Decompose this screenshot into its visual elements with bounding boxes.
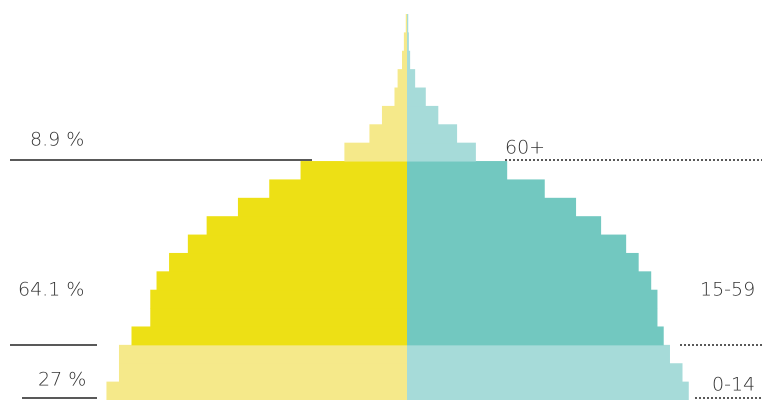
bar-right xyxy=(407,87,426,107)
bar-right xyxy=(407,161,508,180)
bar-left xyxy=(106,381,407,400)
bar-left xyxy=(405,14,407,33)
group-share: 27 % xyxy=(38,369,86,391)
bar-right xyxy=(407,124,458,144)
bar-left xyxy=(118,363,407,383)
bar-left xyxy=(131,326,407,346)
bar-right xyxy=(407,69,416,89)
bar-left xyxy=(300,161,407,180)
bar-left xyxy=(269,179,407,199)
bar-right xyxy=(407,14,409,33)
bar-left xyxy=(206,216,407,236)
bar-right xyxy=(407,234,627,254)
bar-left xyxy=(397,69,407,89)
bar-right xyxy=(407,105,439,125)
bar-right xyxy=(407,252,639,272)
bar-left xyxy=(150,308,407,327)
group-label: 15-59 xyxy=(700,279,755,301)
bar-left xyxy=(169,252,407,272)
bars xyxy=(106,14,689,400)
bar-left xyxy=(187,234,407,254)
bar-right xyxy=(407,289,658,309)
bar-left xyxy=(156,271,407,291)
group-share: 8.9 % xyxy=(30,129,84,151)
bar-left xyxy=(403,32,407,52)
bar-left xyxy=(237,197,407,217)
group-share: 64.1 % xyxy=(18,279,84,301)
bar-right xyxy=(407,326,664,346)
bar-right xyxy=(407,197,577,217)
bar-right xyxy=(407,179,545,199)
bar-left xyxy=(394,87,407,107)
bar-left xyxy=(118,344,407,364)
bar-right xyxy=(407,344,670,364)
bar-left xyxy=(369,124,407,144)
bar-right xyxy=(407,271,652,291)
bar-right xyxy=(407,32,409,52)
bar-left xyxy=(344,142,407,162)
group-label: 0-14 xyxy=(712,374,755,396)
bar-left xyxy=(150,289,407,309)
bar-right xyxy=(407,308,658,327)
bar-right xyxy=(407,50,411,70)
bar-left xyxy=(381,105,407,125)
bar-right xyxy=(407,142,476,162)
bar-left xyxy=(401,50,407,70)
bar-right xyxy=(407,363,683,383)
bar-right xyxy=(407,216,602,236)
group-label: 60+ xyxy=(505,137,545,159)
bar-right xyxy=(407,381,689,400)
